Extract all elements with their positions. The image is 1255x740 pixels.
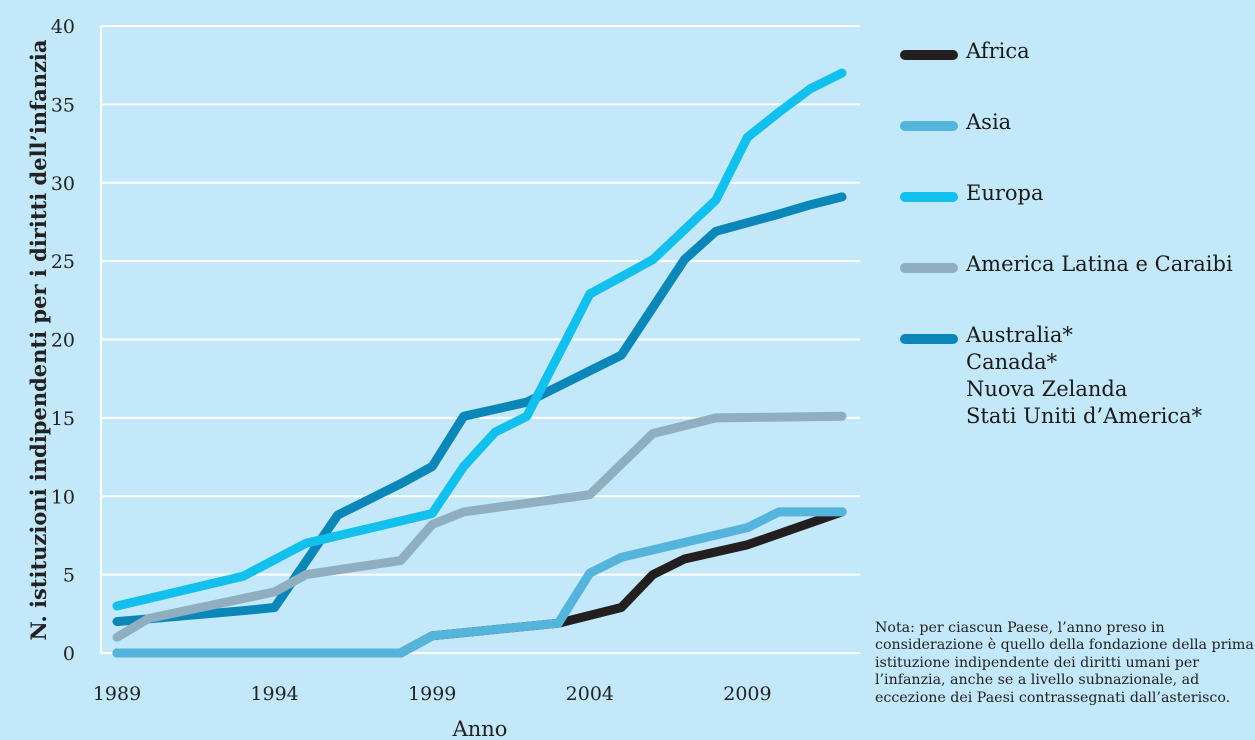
legend-label-line: Nuova Zelanda	[966, 377, 1128, 401]
x-axis-label: Anno	[452, 717, 508, 740]
x-tick-label: 1994	[250, 683, 298, 705]
x-tick-label: 1989	[93, 683, 141, 705]
legend-label-line: Canada*	[966, 350, 1058, 374]
legend: Africa Asia Europa America Latina e Caraibi…	[900, 38, 1255, 474]
legend-label: Europa	[966, 180, 1044, 207]
legend-label-line: Europa	[966, 181, 1044, 205]
y-tick-label: 0	[63, 643, 75, 665]
y-tick-label: 15	[51, 408, 75, 430]
series-line-europa	[112, 68, 847, 611]
legend-label-line: Africa	[966, 39, 1030, 63]
series-line-asia	[112, 507, 847, 658]
legend-label-line: America Latina e Caraibi	[966, 252, 1233, 276]
legend-label-line: Stati Uniti d’America*	[966, 404, 1203, 428]
legend-swatch	[900, 121, 958, 131]
y-tick-label: 20	[51, 330, 75, 352]
legend-label: Africa	[966, 38, 1030, 65]
series-line-america-latina-e-caraibi	[112, 411, 847, 642]
y-tick-label: 35	[51, 94, 75, 116]
y-tick-label: 25	[51, 251, 75, 273]
grid-lines	[100, 25, 860, 654]
y-tick-label: 5	[63, 565, 75, 587]
line-chart: 0 5 10 15 20 25 30 35 40 1989 1994 1999 2004 2009 An…	[26, 16, 860, 740]
x-tick-label: 2004	[566, 683, 614, 705]
legend-swatch	[900, 192, 958, 202]
y-tick-label: 30	[51, 173, 75, 195]
series-lines	[112, 68, 847, 658]
y-tick-label: 10	[51, 486, 75, 508]
legend-label-line: Australia*	[966, 323, 1073, 347]
legend-item: Asia	[900, 109, 1255, 136]
legend-label: America Latina e Caraibi	[966, 251, 1233, 278]
legend-label: Australia* Canada* Nuova Zelanda Stati Unit…	[966, 322, 1202, 430]
x-tick-label: 1999	[408, 683, 456, 705]
x-tick-labels: 1989 1994 1999 2004 2009	[93, 683, 772, 705]
legend-item: Europa	[900, 180, 1255, 207]
legend-swatch	[900, 263, 958, 273]
legend-item: America Latina e Caraibi	[900, 251, 1255, 278]
legend-item: Africa	[900, 38, 1255, 65]
x-tick-label: 2009	[723, 683, 771, 705]
legend-label-line: Asia	[966, 110, 1012, 134]
footnote: Nota: per ciascun Paese, l’anno preso in…	[875, 620, 1254, 706]
y-tick-labels: 0 5 10 15 20 25 30 35 40	[51, 16, 75, 665]
legend-swatch	[900, 50, 958, 60]
y-axis-label: N. istituzioni indipendenti per i diritt…	[26, 39, 51, 640]
legend-label: Asia	[966, 109, 1011, 136]
y-tick-label: 40	[51, 16, 75, 38]
legend-swatch	[900, 334, 958, 344]
legend-item: Australia* Canada* Nuova Zelanda Stati Unit…	[900, 322, 1255, 430]
